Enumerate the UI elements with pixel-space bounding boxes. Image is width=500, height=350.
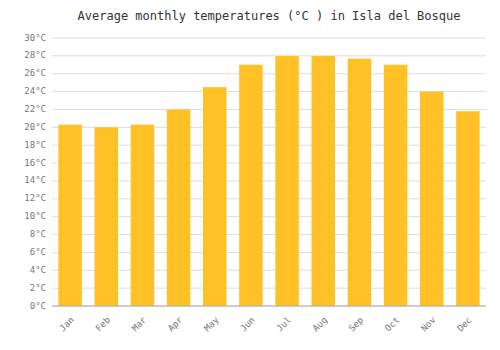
grid-line <box>52 38 486 39</box>
y-tick-label: 10°C <box>24 211 46 221</box>
y-tick-label: 24°C <box>24 86 46 96</box>
grid-line <box>52 306 486 307</box>
x-tick-label: Sep <box>347 315 366 334</box>
y-tick-label: 16°C <box>24 158 46 168</box>
bar <box>456 111 480 306</box>
grid-line <box>52 73 486 74</box>
y-tick-label: 12°C <box>24 193 46 203</box>
x-tick-label: Oct <box>383 315 402 334</box>
x-tick-label: Jan <box>57 315 76 334</box>
x-tick-label: Aug <box>311 315 330 334</box>
y-tick-label: 8°C <box>30 229 46 239</box>
bar <box>311 56 335 306</box>
chart: Average monthly temperatures (°C ) in Is… <box>0 0 500 350</box>
bar <box>167 109 191 306</box>
y-tick-label: 6°C <box>30 247 46 257</box>
chart-container: Average monthly temperatures (°C ) in Is… <box>0 0 500 350</box>
y-tick-label: 20°C <box>24 122 46 132</box>
bar <box>239 65 263 306</box>
y-tick-label: 28°C <box>24 50 46 60</box>
bar <box>203 87 227 306</box>
x-tick-label: Jun <box>238 315 257 334</box>
y-tick-label: 22°C <box>24 104 46 114</box>
y-tick-label: 30°C <box>24 33 46 43</box>
bar <box>58 125 82 306</box>
bar <box>275 56 299 306</box>
bar <box>420 92 444 306</box>
x-tick-label: Apr <box>166 314 185 333</box>
bars <box>58 56 479 306</box>
y-tick-label: 18°C <box>24 140 46 150</box>
x-tick-label: Nov <box>419 315 438 334</box>
bar <box>94 127 118 306</box>
grid-line <box>52 55 486 56</box>
y-tick-label: 26°C <box>24 68 46 78</box>
x-tick-label: Dec <box>455 315 474 334</box>
x-axis-line <box>52 306 486 307</box>
y-axis: 0°C 2°C 4°C 6°C 8°C 10°C 12°C 14°C 16°C 18°C 20°C 2… <box>24 33 486 311</box>
title: Average monthly temperatures (°C ) in Is… <box>78 9 461 23</box>
y-tick-label: 2°C <box>30 283 46 293</box>
y-tick-label: 0°C <box>30 301 46 311</box>
x-tick-label: May <box>202 314 221 333</box>
bar <box>131 125 155 306</box>
y-tick-label: 14°C <box>24 175 46 185</box>
y-tick-label: 4°C <box>30 265 46 275</box>
x-tick-label: Jul <box>274 315 293 334</box>
bar <box>348 59 372 306</box>
x-tick-label: Mar <box>130 314 149 333</box>
x-axis: Jan Feb Mar Apr May Jun Jul Aug Sep Oct Nov Dec <box>57 314 473 333</box>
bar <box>384 65 408 306</box>
x-tick-label: Feb <box>94 315 113 334</box>
